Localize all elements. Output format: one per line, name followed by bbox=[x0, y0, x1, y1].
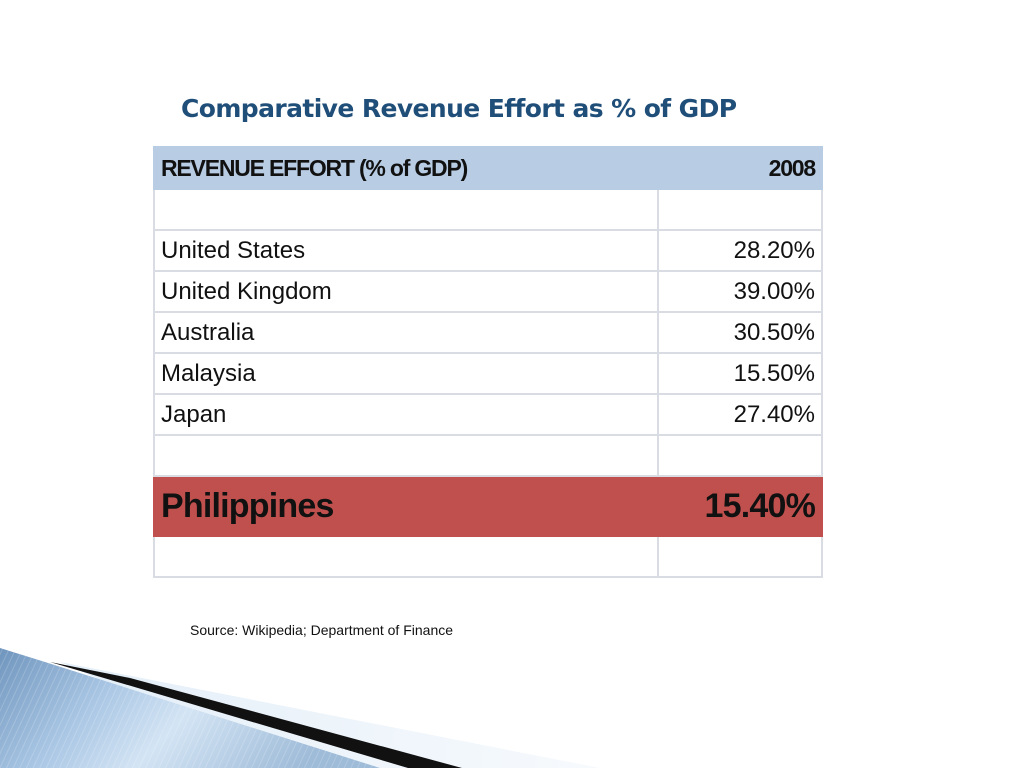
table-row bbox=[153, 535, 823, 578]
country-cell: Australia bbox=[153, 311, 659, 354]
value-cell: 39.00% bbox=[657, 270, 823, 313]
value-cell: 28.20% bbox=[657, 229, 823, 272]
country-cell: Japan bbox=[153, 393, 659, 436]
table-row: Japan 27.40% bbox=[153, 393, 823, 436]
highlight-row-philippines: Philippines 15.40% bbox=[153, 475, 823, 537]
table-row bbox=[153, 434, 823, 477]
country-cell bbox=[153, 188, 659, 231]
table-row: United Kingdom 39.00% bbox=[153, 270, 823, 313]
country-cell bbox=[153, 535, 659, 578]
table-row: United States 28.20% bbox=[153, 229, 823, 272]
value-cell bbox=[657, 535, 823, 578]
highlight-value: 15.40% bbox=[657, 475, 823, 537]
table-row: Malaysia 15.50% bbox=[153, 352, 823, 395]
value-cell: 30.50% bbox=[657, 311, 823, 354]
source-note: Source: Wikipedia; Department of Finance bbox=[190, 622, 454, 638]
highlight-country: Philippines bbox=[153, 475, 659, 537]
deco-blue-texture bbox=[0, 648, 380, 768]
value-cell: 15.50% bbox=[657, 352, 823, 395]
table-header-row: REVENUE EFFORT (% of GDP) 2008 bbox=[153, 146, 823, 190]
deco-dark-stripe bbox=[50, 662, 462, 768]
country-cell bbox=[153, 434, 659, 477]
slide-title: Comparative Revenue Effort as % of GDP bbox=[181, 94, 737, 123]
country-cell: United States bbox=[153, 229, 659, 272]
table-row: Australia 30.50% bbox=[153, 311, 823, 354]
table-row bbox=[153, 188, 823, 231]
deco-pale-wedge bbox=[60, 662, 600, 768]
header-label: REVENUE EFFORT (% of GDP) bbox=[153, 146, 659, 190]
header-year: 2008 bbox=[657, 146, 823, 190]
value-cell bbox=[657, 188, 823, 231]
value-cell: 27.40% bbox=[657, 393, 823, 436]
country-cell: United Kingdom bbox=[153, 270, 659, 313]
country-cell: Malaysia bbox=[153, 352, 659, 395]
revenue-effort-table: REVENUE EFFORT (% of GDP) 2008 United St… bbox=[153, 146, 823, 578]
value-cell bbox=[657, 434, 823, 477]
